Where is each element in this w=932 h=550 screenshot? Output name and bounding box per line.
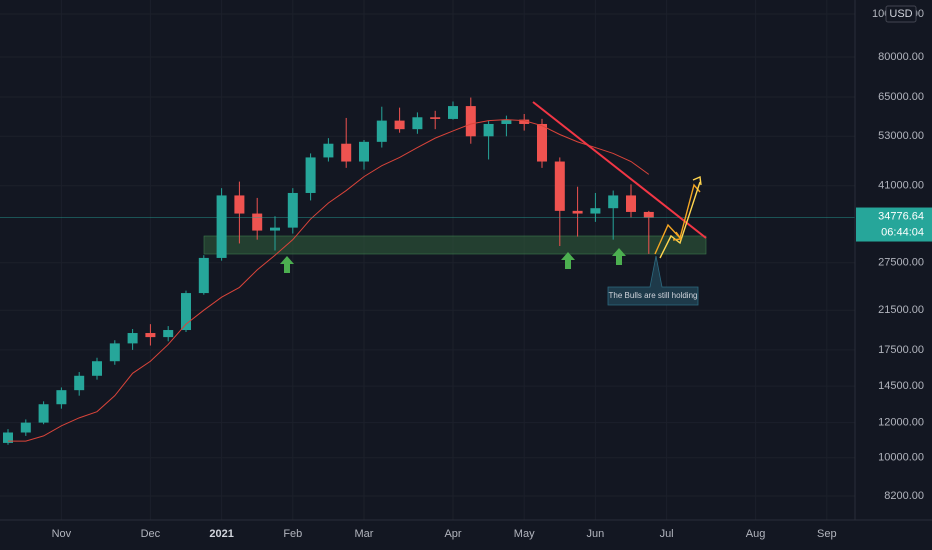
x-tick-label: Apr	[444, 528, 461, 540]
candle-body	[572, 210, 583, 214]
candle-body	[20, 422, 31, 433]
y-tick-label: 65000.00	[878, 91, 924, 103]
projection-arrowhead	[692, 175, 702, 186]
candle-body	[216, 195, 227, 258]
candle-body	[519, 119, 530, 124]
y-tick-label: 14500.00	[878, 380, 924, 392]
arrow	[612, 248, 626, 265]
y-tick-label: 10000.00	[878, 452, 924, 464]
x-tick-label: Jun	[587, 528, 605, 540]
candle-body	[376, 120, 387, 142]
candle-body	[483, 123, 494, 137]
candle-body	[537, 123, 547, 162]
candle-body	[643, 211, 654, 218]
y-tick-label: 17500.00	[878, 344, 924, 356]
candle-body	[626, 195, 636, 212]
candle-body	[554, 161, 565, 211]
marks	[0, 97, 855, 445]
candle-body	[74, 375, 85, 391]
moving-average	[8, 119, 650, 442]
candle-body	[608, 195, 619, 209]
candle-body	[56, 390, 67, 405]
x-tick-label: Mar	[355, 528, 374, 540]
support-arrows	[280, 248, 626, 273]
candle-body	[465, 106, 476, 137]
candle-body	[109, 343, 120, 362]
candle-body	[359, 141, 369, 162]
x-tick-label: Nov	[52, 528, 72, 540]
candle-body	[252, 213, 263, 231]
candle-body	[590, 208, 601, 214]
candle-body	[305, 157, 316, 193]
candle-body	[163, 330, 174, 338]
price-axis	[855, 0, 932, 550]
x-tick-label: Sep	[817, 528, 837, 540]
arrow	[561, 252, 575, 269]
y-tick-label: 8200.00	[884, 490, 924, 502]
currency: USD	[889, 8, 912, 20]
candle-body	[198, 257, 209, 294]
callout	[607, 255, 699, 306]
x-tick-label: May	[514, 528, 535, 540]
candle-body	[323, 143, 334, 158]
candle-body	[501, 119, 512, 124]
candle-body	[341, 143, 352, 162]
y-tick-label: 53000.00	[878, 130, 924, 142]
candle-body	[145, 333, 156, 338]
candle-body	[287, 192, 298, 228]
price-tag-countdown: 06:44:04	[881, 226, 924, 238]
candle-body	[92, 361, 102, 376]
grid	[0, 0, 855, 520]
price-tag-value: 34776.64	[878, 210, 924, 222]
candle-body	[38, 404, 49, 423]
candle-body	[234, 195, 245, 214]
y-tick-label: 80000.00	[878, 51, 924, 63]
support-zone	[203, 235, 707, 255]
candle-body	[127, 333, 138, 344]
candle-body	[394, 120, 405, 130]
y-tick-label: 21500.00	[878, 304, 924, 316]
candle-body	[270, 227, 280, 231]
candle-body	[412, 117, 423, 130]
x-tick-label: Jul	[660, 528, 674, 540]
candle-body	[3, 432, 13, 443]
currency-box	[885, 5, 917, 23]
candle-body	[448, 106, 458, 119]
y-tick-label: 41000.00	[878, 180, 924, 192]
price-tag	[856, 207, 932, 242]
projection-arrowhead	[672, 231, 683, 241]
candle-body	[181, 293, 191, 331]
x-tick-label: Dec	[141, 528, 161, 540]
x-tick-label: 2021	[209, 528, 233, 540]
arrow	[280, 256, 294, 273]
axis: 8200.00 10000.00 12000.00 14500.00 17500.00 2…	[52, 5, 932, 540]
callout-text: The Bulls are still holding	[609, 291, 698, 300]
candle-body	[430, 117, 441, 119]
y-tick-label: 12000.00	[878, 417, 924, 429]
x-tick-label: Aug	[746, 528, 766, 540]
y-tick-label: 27500.00	[878, 257, 924, 269]
trend-line	[532, 101, 707, 239]
x-tick-label: Feb	[283, 528, 302, 540]
